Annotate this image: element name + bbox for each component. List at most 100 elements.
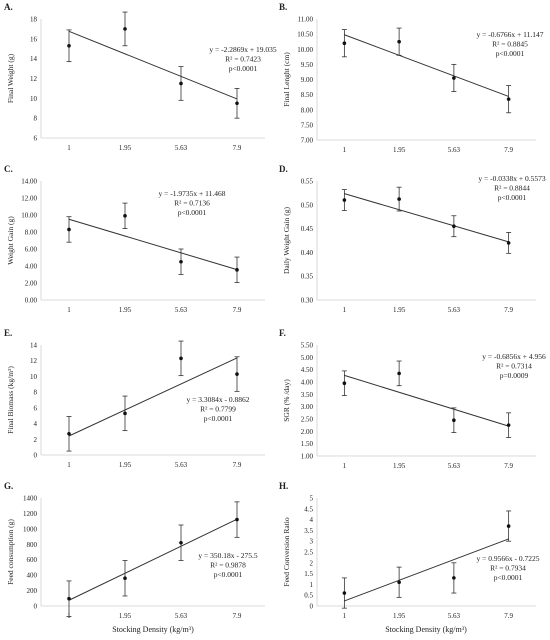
- y-tick-label: 3.00: [301, 403, 314, 411]
- data-point: [452, 418, 456, 423]
- y-tick-label: 12: [30, 357, 38, 365]
- y-tick-label: 3.5: [304, 527, 313, 535]
- data-point: [123, 214, 127, 218]
- y-axis-title: Daily Weight Gain (g): [282, 207, 291, 274]
- x-tick-label: 5.63: [175, 306, 188, 314]
- y-tick-label: 4.00: [301, 379, 314, 387]
- y-tick-label: 6.00: [25, 246, 38, 254]
- x-tick-label: 5.63: [175, 461, 188, 469]
- trend-line: [344, 538, 509, 602]
- y-tick-label: 1.50: [301, 440, 314, 448]
- y-tick-label: 0.45: [301, 225, 314, 233]
- regression-annotation: p<0.0001: [229, 64, 258, 73]
- x-tick-label: 1.95: [393, 146, 406, 154]
- regression-annotation: y = -0.6766x + 11.147: [477, 30, 544, 39]
- y-tick-label: 7.50: [301, 121, 314, 129]
- x-tick-label: 7.9: [233, 461, 242, 469]
- y-tick-label: 200: [27, 587, 38, 595]
- x-tick-label: 5.63: [448, 462, 461, 470]
- y-axis-title: Final Biomass (kg/m³): [6, 366, 15, 434]
- panel-letter: C.: [4, 164, 13, 174]
- y-tick-label: 3.50: [301, 391, 314, 399]
- trend-line: [344, 374, 509, 427]
- y-axis-title: Feed consumption (g): [6, 519, 15, 585]
- y-tick-label: 9.00: [301, 76, 314, 84]
- x-axis-title: Stocking Density (kg/m³): [112, 625, 194, 634]
- y-tick-label: 10.50: [297, 31, 313, 39]
- regression-annotation: y = 350.18x - 275.5: [198, 551, 257, 560]
- data-point: [123, 27, 127, 31]
- x-tick-label: 1: [67, 461, 71, 469]
- chart-panel-f: F. 1.00 1.50 2.00 2.50 3.00 3.50 4.00 4.50 5.00 5.…: [279, 328, 546, 470]
- data-point: [342, 198, 347, 202]
- chart-panel-e: E. 0 2 4 6 8 10 12 14 1 1.95 5.63 7.9 Final Biomass (…: [4, 328, 265, 469]
- y-tick-label: 0.00: [25, 297, 38, 305]
- x-tick-label: 7.9: [233, 144, 242, 152]
- y-axis-title: Final Lenght (cm): [282, 52, 291, 107]
- y-tick-label: 400: [27, 572, 38, 580]
- data-point: [235, 101, 239, 106]
- regression-annotation: y = 0.9566x - 0.7225: [477, 554, 540, 563]
- y-tick-label: 2.00: [25, 280, 38, 288]
- trend-line: [68, 218, 238, 271]
- panel-letter: H.: [279, 481, 288, 491]
- y-tick-label: 14: [30, 55, 38, 63]
- data-point: [342, 381, 347, 386]
- y-tick-label: 1: [310, 581, 314, 589]
- regression-annotation: R² = 0.9878: [210, 561, 246, 570]
- data-point: [123, 576, 127, 581]
- y-tick-label: 12: [30, 75, 38, 83]
- regression-annotation: p<0.0001: [178, 208, 207, 217]
- y-tick-label: 0.40: [301, 249, 314, 257]
- y-tick-label: 4.5: [304, 505, 313, 513]
- regression-annotation: R² = 0.7136: [174, 199, 210, 208]
- regression-annotation: p<0.0001: [204, 414, 233, 423]
- y-tick-label: 16: [30, 35, 38, 43]
- y-tick-label: 1000: [23, 525, 38, 533]
- data-point: [397, 39, 401, 44]
- y-tick-label: 10.00: [297, 46, 313, 54]
- x-tick-label: 1.95: [393, 306, 406, 314]
- trend-line: [68, 30, 238, 100]
- y-axis-title: Final Weight (g): [6, 53, 15, 103]
- data-point: [397, 371, 401, 376]
- regression-annotation: y = -2.2869x + 19.035: [209, 45, 276, 54]
- y-tick-label: 1200: [23, 510, 38, 518]
- y-tick-label: 2.5: [304, 549, 313, 557]
- regression-annotation: R² = 0.7423: [225, 55, 261, 64]
- y-tick-label: 1400: [23, 495, 38, 503]
- data-point: [179, 356, 183, 361]
- regression-annotation: p<0.0001: [498, 193, 527, 202]
- y-tick-label: 2.50: [301, 416, 314, 424]
- y-tick-label: 6: [34, 135, 38, 143]
- regression-annotation: y = -0.6856x + 4.956: [482, 352, 546, 361]
- y-tick-label: 11.00: [298, 16, 314, 24]
- data-point: [179, 259, 183, 264]
- data-point: [506, 97, 511, 101]
- data-point: [67, 596, 71, 601]
- regression-annotation: R² = 0.7799: [200, 405, 236, 414]
- data-point: [342, 591, 347, 595]
- x-tick-label: 5.63: [175, 612, 188, 620]
- y-tick-label: 4.50: [301, 366, 314, 374]
- y-tick-label: 0.30: [301, 297, 314, 305]
- x-tick-label: 7.9: [504, 146, 513, 154]
- regression-annotation: p<0.0001: [496, 49, 525, 58]
- y-axis-title: SGR (% /day): [282, 379, 291, 422]
- chart-panel-g: G.020040060080010001200140011.955.637.9F…: [4, 481, 265, 620]
- y-axis-title: Weight Gain (g): [6, 216, 15, 265]
- data-point: [235, 372, 239, 376]
- x-tick-label: 1: [67, 306, 71, 314]
- data-point: [342, 41, 347, 45]
- y-tick-label: 0: [310, 603, 314, 611]
- y-tick-label: 0: [34, 603, 38, 611]
- trend-line: [68, 518, 238, 601]
- y-tick-label: 3: [310, 538, 314, 546]
- y-tick-label: 2: [34, 436, 38, 444]
- y-tick-label: 9.50: [301, 61, 314, 69]
- x-tick-label: 5.63: [448, 306, 461, 314]
- data-point: [235, 268, 239, 272]
- y-tick-label: 10: [30, 373, 38, 381]
- data-point: [452, 224, 456, 229]
